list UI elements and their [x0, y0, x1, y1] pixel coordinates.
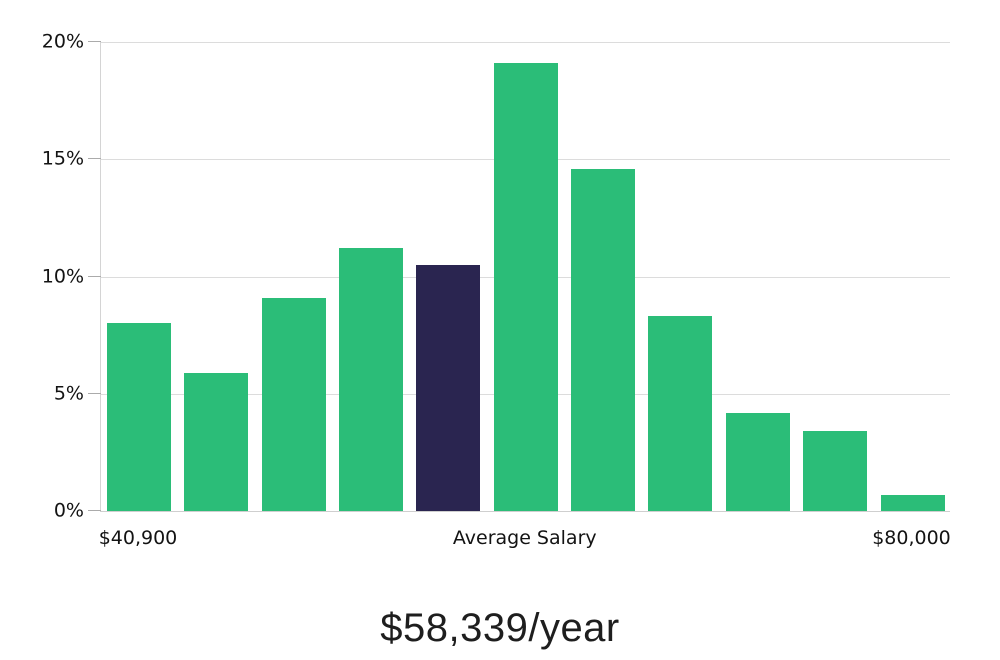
y-axis-tick	[88, 275, 101, 277]
salary-bar[interactable]	[803, 431, 868, 511]
y-axis-tick	[88, 392, 101, 394]
salary-bar[interactable]	[493, 63, 558, 511]
salary-bar[interactable]	[339, 248, 404, 511]
y-axis-tick	[88, 158, 101, 160]
x-axis-labels: $40,900 Average Salary $80,000	[99, 527, 951, 557]
salary-bar[interactable]	[184, 372, 249, 511]
x-axis-tick-label: $40,900	[98, 527, 178, 549]
salary-bar[interactable]	[725, 412, 790, 511]
gridline	[101, 42, 950, 43]
y-axis-labels: 0% 5% 10% 15% 20%	[0, 32, 84, 520]
salary-bar[interactable]	[880, 494, 945, 511]
y-axis-tick-label: 5%	[53, 382, 84, 405]
y-axis-tick-label: 20%	[41, 30, 84, 53]
salary-bar[interactable]	[571, 168, 636, 511]
salary-bar[interactable]	[261, 297, 326, 511]
average-salary-bar[interactable]	[416, 264, 481, 511]
x-axis-tick-label: $80,000	[872, 527, 951, 549]
x-axis-tick-label: Average Salary	[452, 527, 597, 549]
average-salary-caption: $58,339/year	[380, 606, 620, 650]
y-axis-tick	[88, 510, 101, 511]
y-axis-tick-label: 15%	[41, 147, 84, 170]
y-axis-tick-label: 10%	[41, 265, 84, 287]
salary-bar[interactable]	[648, 316, 713, 511]
plot-area	[88, 41, 950, 512]
y-axis-tick	[88, 41, 101, 42]
salary-bar[interactable]	[107, 323, 171, 511]
y-axis-tick-label: 0%	[53, 499, 84, 522]
